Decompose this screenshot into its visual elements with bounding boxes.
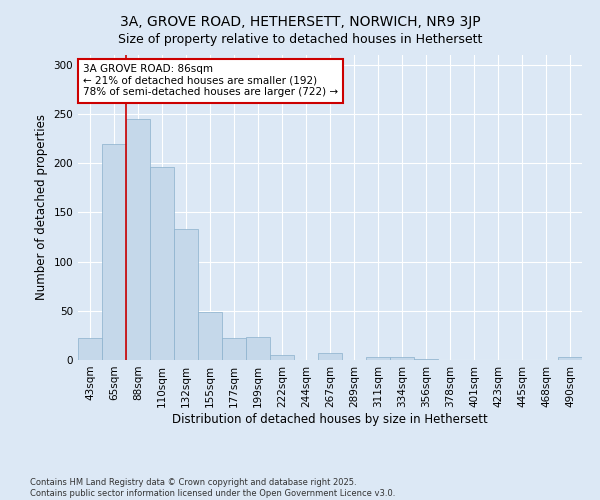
- Bar: [558, 357, 582, 360]
- Bar: [222, 338, 246, 360]
- X-axis label: Distribution of detached houses by size in Hethersett: Distribution of detached houses by size …: [172, 412, 488, 426]
- Bar: [174, 229, 198, 360]
- Bar: [150, 167, 174, 360]
- Bar: [270, 355, 294, 360]
- Bar: [198, 312, 222, 360]
- Text: 3A GROVE ROAD: 86sqm
← 21% of detached houses are smaller (192)
78% of semi-deta: 3A GROVE ROAD: 86sqm ← 21% of detached h…: [83, 64, 338, 98]
- Text: Contains HM Land Registry data © Crown copyright and database right 2025.
Contai: Contains HM Land Registry data © Crown c…: [30, 478, 395, 498]
- Text: 3A, GROVE ROAD, HETHERSETT, NORWICH, NR9 3JP: 3A, GROVE ROAD, HETHERSETT, NORWICH, NR9…: [119, 15, 481, 29]
- Bar: [102, 144, 126, 360]
- Bar: [366, 357, 390, 360]
- Y-axis label: Number of detached properties: Number of detached properties: [35, 114, 48, 300]
- Bar: [126, 119, 150, 360]
- Bar: [78, 338, 102, 360]
- Bar: [390, 357, 414, 360]
- Bar: [318, 353, 342, 360]
- Bar: [246, 338, 270, 360]
- Text: Size of property relative to detached houses in Hethersett: Size of property relative to detached ho…: [118, 32, 482, 46]
- Bar: [414, 359, 438, 360]
